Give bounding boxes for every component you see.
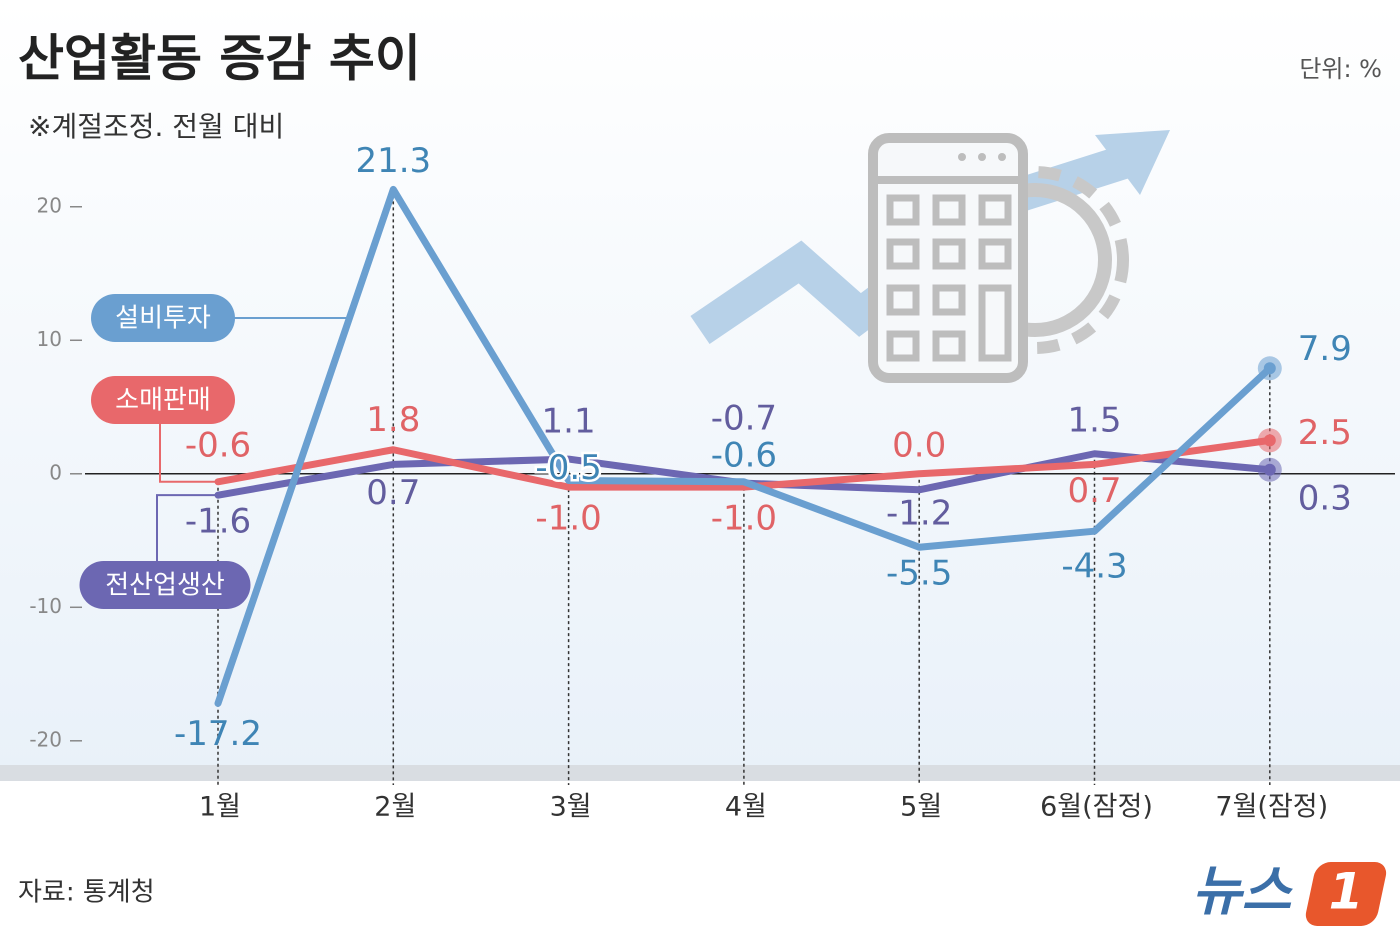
unit-label: 단위: %	[1299, 55, 1382, 83]
value-label: 0.3	[1298, 478, 1352, 518]
y-tick-label: 0	[49, 460, 62, 484]
decoration	[690, 130, 1170, 383]
axis-band	[0, 765, 1400, 781]
value-label: 0.0	[892, 425, 946, 465]
value-label: -0.6	[711, 435, 777, 475]
value-label: 0.7	[366, 473, 420, 513]
value-label: -1.0	[711, 499, 777, 539]
value-label: -5.5	[886, 554, 952, 594]
value-label: 1.1	[542, 402, 596, 442]
x-tick-label: 1월	[199, 792, 241, 823]
legend-label: 전산업생산	[105, 571, 225, 601]
legend-label: 소매판매	[115, 386, 211, 416]
y-tick-label: 10	[37, 327, 62, 351]
legend-label: 설비투자	[115, 304, 211, 334]
chart-title: 산업활동 증감 추이	[18, 30, 421, 88]
logo-badge-bg	[1305, 862, 1387, 926]
value-label: 7.9	[1298, 329, 1352, 369]
legend-connector	[159, 400, 218, 483]
end-marker-core	[1263, 434, 1276, 447]
plot-background	[0, 0, 1400, 770]
value-label: 2.5	[1298, 413, 1352, 453]
source: 자료: 통계청	[18, 878, 155, 908]
x-tick-label: 4월	[725, 792, 767, 823]
value-label: 0.7	[1067, 471, 1121, 511]
end-marker-core	[1263, 362, 1276, 375]
value-label: 1.5	[1067, 400, 1121, 440]
y-tick-label: -20	[29, 727, 62, 751]
value-label: -1.0	[535, 499, 601, 539]
legend-pill	[91, 294, 235, 342]
chart-subtitle: ※계절조정. 전월 대비	[28, 110, 284, 143]
value-label: 1.8	[366, 400, 420, 440]
value-label: -0.5	[535, 448, 601, 488]
x-tick-label: 5월	[900, 792, 942, 823]
y-tick-label: -10	[29, 594, 62, 618]
legend-pill	[91, 376, 235, 424]
legend-connector	[156, 494, 218, 585]
series-line	[214, 436, 1274, 491]
series-line	[214, 185, 1274, 707]
end-marker-core	[1263, 463, 1276, 476]
logo: 뉴스	[1192, 860, 1294, 923]
value-label: -1.6	[185, 502, 251, 542]
value-label: -17.2	[174, 714, 262, 754]
x-tick-label: 6월(잠정)	[1040, 792, 1153, 823]
value-label: -1.2	[886, 493, 952, 533]
value-label: -4.3	[1061, 547, 1127, 587]
y-tick-label: 20	[37, 193, 62, 217]
value-label: -0.7	[711, 399, 777, 439]
x-tick-label: 3월	[550, 792, 592, 823]
value-label: -0.6	[185, 425, 251, 465]
x-tick-label: 7월(잠정)	[1215, 792, 1328, 823]
logo-badge: 1	[1329, 863, 1364, 921]
legend-pill	[79, 561, 251, 609]
value-label: 21.3	[355, 141, 431, 181]
x-tick-label: 2월	[374, 792, 416, 823]
